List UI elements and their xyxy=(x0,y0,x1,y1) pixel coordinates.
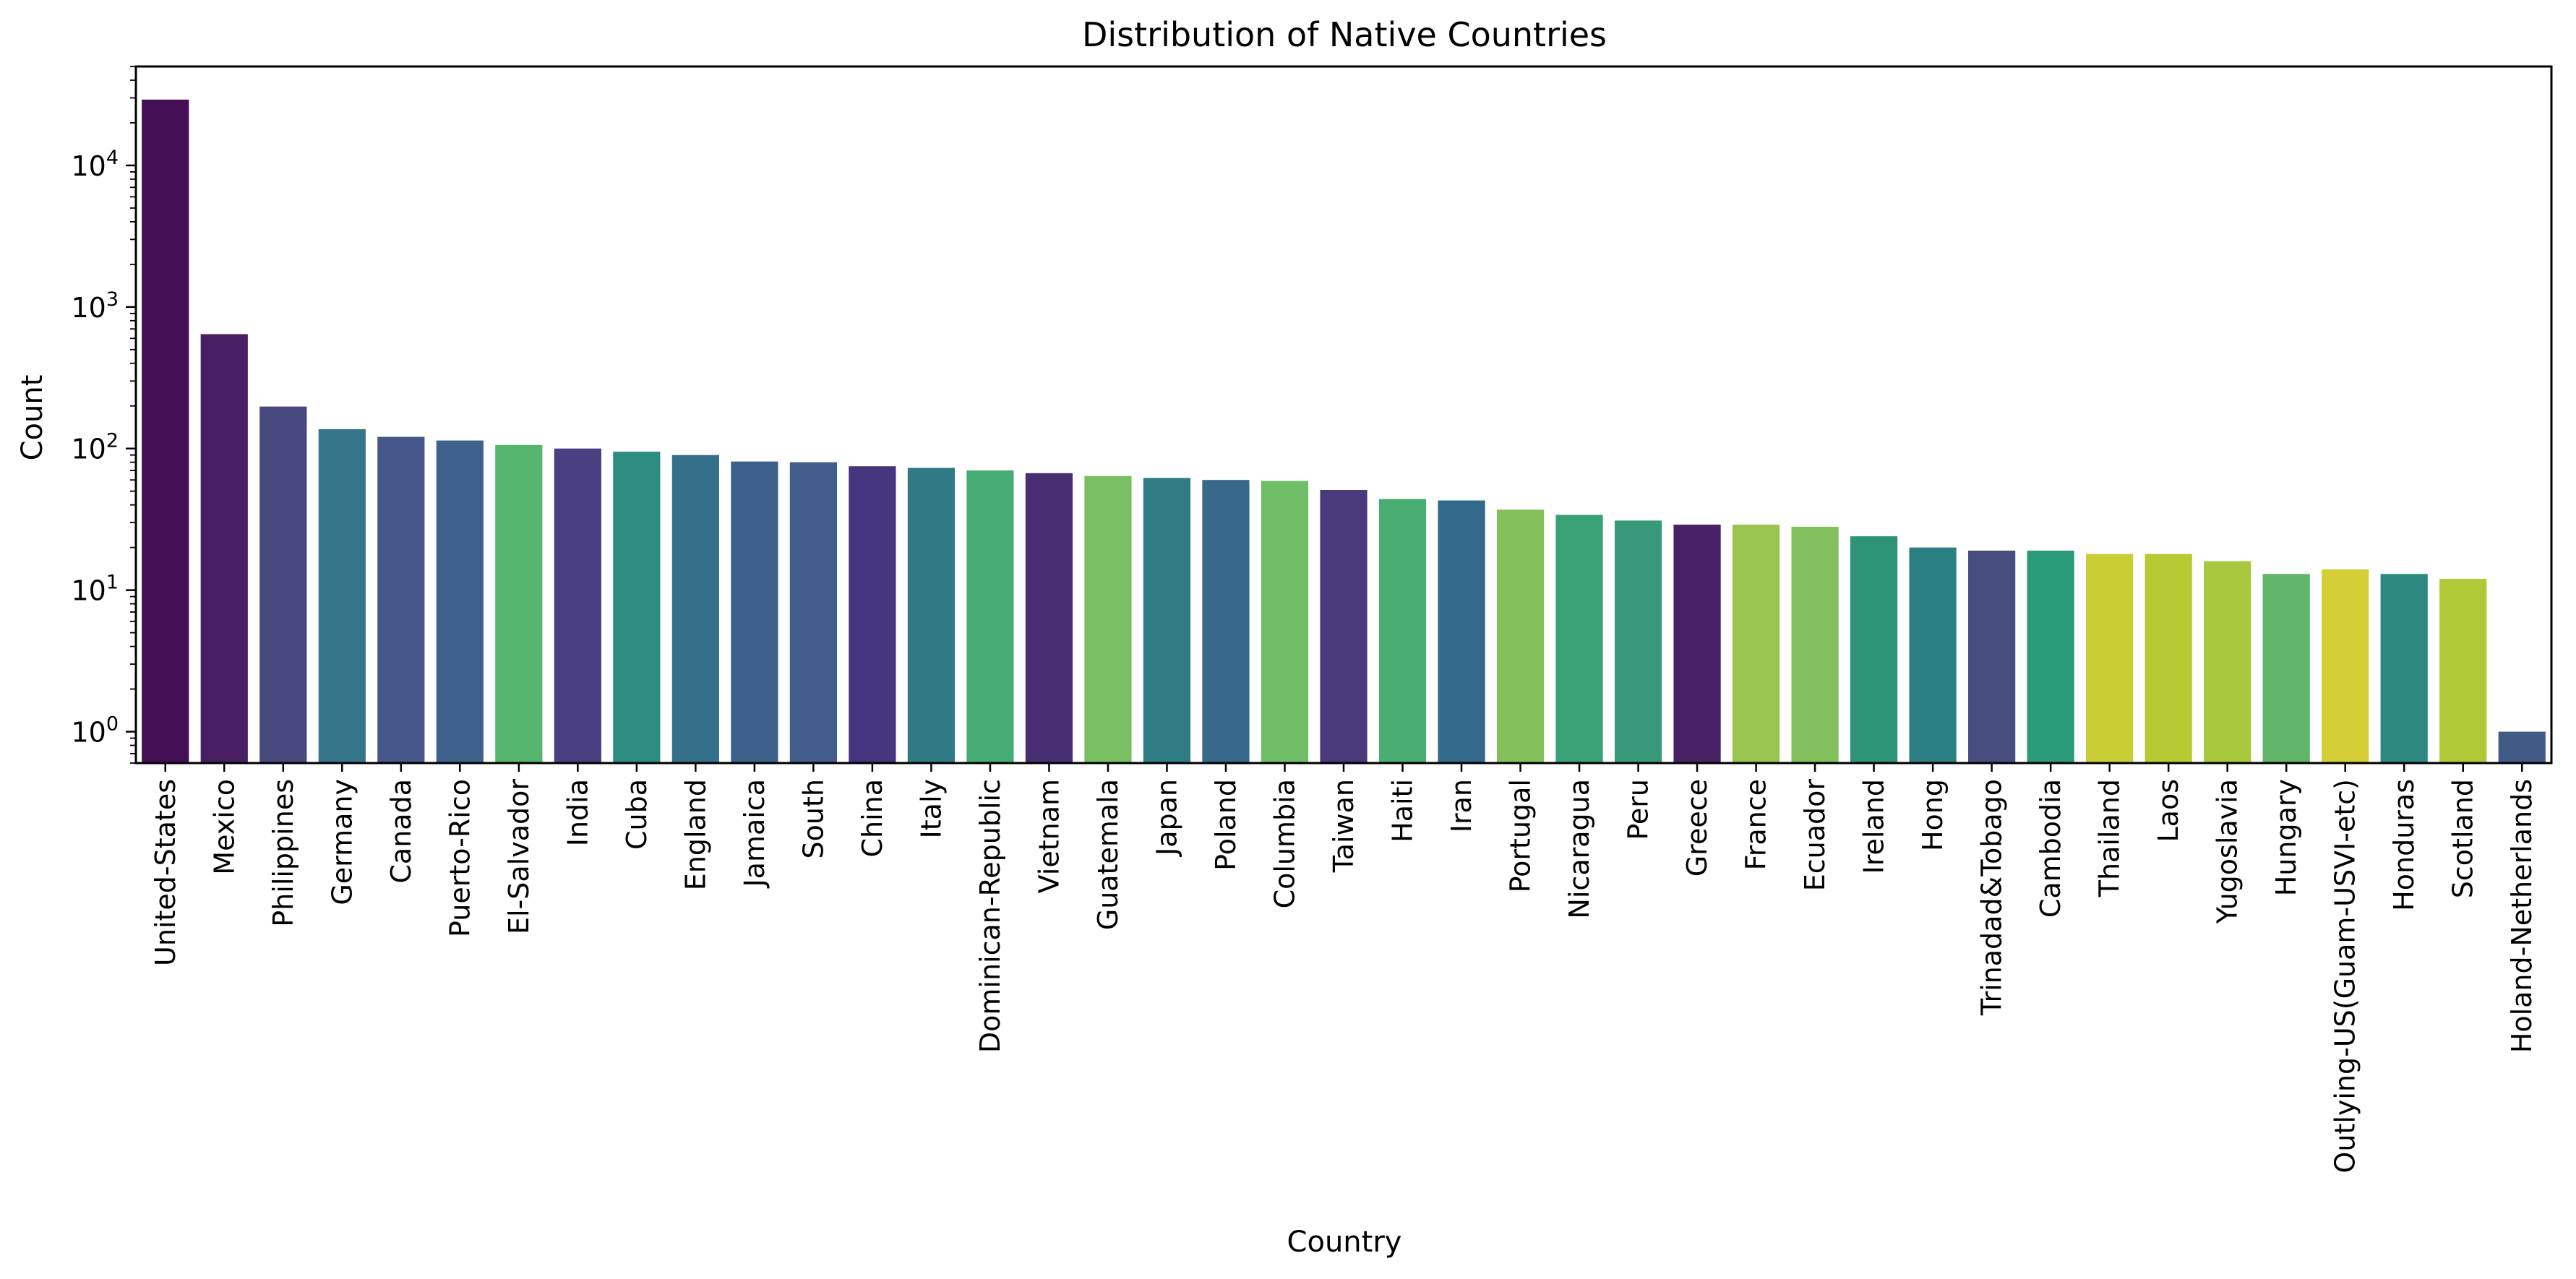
bar-china xyxy=(849,466,896,763)
x-tick-label: Philippines xyxy=(267,779,299,927)
bar-hungary xyxy=(2262,574,2310,763)
x-tick-label: Columbia xyxy=(1268,779,1300,908)
x-axis-ticks: United-States Mexico Philippines Germany Can… xyxy=(150,763,2538,1174)
bar-italy xyxy=(907,468,956,763)
x-tick-label: India xyxy=(562,779,593,846)
bar-jamaica xyxy=(731,461,778,763)
bar-laos xyxy=(2144,554,2192,763)
bar-holand-netherlands xyxy=(2498,731,2546,763)
x-tick-label: Hungary xyxy=(2270,779,2302,896)
bar-yugoslavia xyxy=(2204,561,2251,763)
bar-portugal xyxy=(1496,509,1545,763)
bar-germany xyxy=(318,429,366,763)
x-tick-label: Peru xyxy=(1623,779,1654,840)
x-tick-label: Laos xyxy=(2152,779,2184,843)
bar-cambodia xyxy=(2027,551,2074,763)
bar-iran xyxy=(1438,500,1485,763)
bar-taiwan xyxy=(1320,490,1368,763)
x-tick-label: China xyxy=(856,779,888,858)
bar-trinadad-tobago xyxy=(1968,551,2016,763)
y-tick-label: 104 xyxy=(71,147,119,182)
y-axis-ticks: 100 101 102 103 104 xyxy=(71,66,136,764)
bar-el-salvador xyxy=(495,444,543,763)
bar-poland xyxy=(1202,480,1250,763)
bar-philippines xyxy=(259,406,307,763)
x-tick-label: Cambodia xyxy=(2035,779,2066,918)
x-tick-label: Greece xyxy=(1681,779,1713,877)
bar-vietnam xyxy=(1025,473,1073,763)
y-axis-label: Count xyxy=(16,375,49,461)
x-tick-label: United-States xyxy=(150,779,181,966)
bar-japan xyxy=(1143,478,1191,763)
bar-united-states xyxy=(142,99,189,764)
x-tick-label: Poland xyxy=(1210,779,1242,871)
x-tick-label: Iran xyxy=(1446,779,1477,832)
x-tick-label: Dominican-Republic xyxy=(974,779,1006,1053)
bar-outlying-us-guam-usvi-etc- xyxy=(2322,569,2369,763)
bar-thailand xyxy=(2086,554,2134,763)
x-tick-label: Haiti xyxy=(1387,779,1419,843)
bar-ireland xyxy=(1850,536,1898,763)
bar-india xyxy=(554,448,601,763)
x-tick-label: Trinadad&Tobago xyxy=(1976,779,2008,1016)
y-tick-label: 102 xyxy=(71,430,119,465)
x-tick-label: Nicaragua xyxy=(1563,779,1595,919)
chart-title: Distribution of Native Countries xyxy=(1082,15,1607,54)
bars-layer xyxy=(142,99,2546,764)
bar-ecuador xyxy=(1791,527,1839,763)
x-tick-label: Guatemala xyxy=(1092,779,1124,930)
x-tick-label: Ireland xyxy=(1858,779,1890,874)
x-tick-label: South xyxy=(797,779,829,858)
x-axis-label: Country xyxy=(1287,1226,1402,1259)
x-tick-label: Taiwan xyxy=(1328,779,1360,873)
x-tick-label: Outlying-US(Guam-USVI-etc) xyxy=(2330,779,2361,1174)
x-tick-label: Scotland xyxy=(2447,779,2479,898)
y-tick-label: 103 xyxy=(71,288,119,324)
bar-mexico xyxy=(200,334,248,763)
bar-england xyxy=(671,455,719,763)
bar-south xyxy=(789,462,837,763)
x-tick-label: Cuba xyxy=(621,779,653,850)
bar-greece xyxy=(1673,525,1721,763)
x-tick-label: Ecuador xyxy=(1799,779,1831,892)
x-tick-label: Portugal xyxy=(1505,779,1537,892)
bar-guatemala xyxy=(1084,475,1132,763)
x-tick-label: Vietnam xyxy=(1033,779,1065,893)
bar-canada xyxy=(377,436,425,763)
bar-cuba xyxy=(613,452,661,763)
bar-france xyxy=(1732,525,1780,763)
x-tick-label: Japan xyxy=(1151,779,1182,857)
x-tick-label: Yugoslavia xyxy=(2212,779,2244,924)
y-tick-label: 101 xyxy=(71,572,119,607)
bar-honduras xyxy=(2380,574,2428,763)
x-tick-label: Jamaica xyxy=(739,779,770,889)
x-tick-label: Italy xyxy=(915,779,947,838)
x-tick-label: Holand-Netherlands xyxy=(2506,779,2538,1053)
x-tick-label: Puerto-Rico xyxy=(444,779,476,937)
x-tick-label: Germany xyxy=(326,779,358,905)
x-tick-label: Honduras xyxy=(2388,779,2420,911)
bar-scotland xyxy=(2439,579,2487,763)
bar-dominican-republic xyxy=(966,470,1014,763)
bar-puerto-rico xyxy=(436,440,484,763)
bar-peru xyxy=(1614,520,1662,763)
bar-columbia xyxy=(1261,481,1309,763)
x-tick-label: Mexico xyxy=(208,779,240,875)
x-tick-label: Hong xyxy=(1917,779,1949,851)
bar-hong xyxy=(1909,547,1957,763)
bar-haiti xyxy=(1378,499,1427,763)
x-tick-label: France xyxy=(1740,779,1772,870)
x-tick-label: Canada xyxy=(385,779,417,884)
bar-nicaragua xyxy=(1555,514,1603,763)
plot-frame xyxy=(134,65,2553,765)
x-tick-label: El-Salvador xyxy=(503,779,535,934)
y-tick-label: 100 xyxy=(71,713,119,749)
x-tick-label: England xyxy=(679,779,711,890)
x-tick-label: Thailand xyxy=(2094,779,2126,897)
